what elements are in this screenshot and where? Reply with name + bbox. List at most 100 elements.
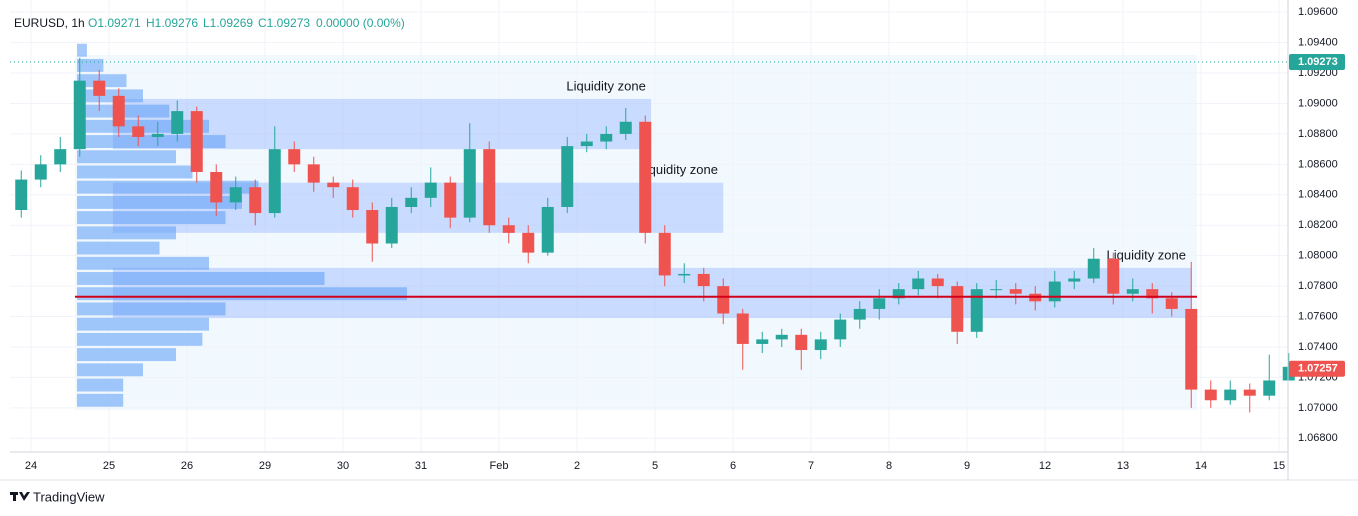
close: C1.09273 xyxy=(258,16,310,30)
candle-body xyxy=(1048,281,1061,302)
candle-body xyxy=(970,289,983,332)
candle-body xyxy=(873,298,886,309)
y-tick-label: 1.09400 xyxy=(1298,37,1338,49)
volume-bar xyxy=(77,241,160,255)
logo xyxy=(10,492,30,501)
candle-body xyxy=(171,111,184,134)
candle-body xyxy=(990,289,1003,291)
candle-body xyxy=(463,149,476,218)
candle-body xyxy=(619,121,632,134)
x-tick-label: 14 xyxy=(1195,460,1207,472)
y-tick-label: 1.07600 xyxy=(1298,310,1338,322)
low: L1.09269 xyxy=(203,16,253,30)
candle-body xyxy=(1243,389,1256,396)
candle-body xyxy=(697,273,710,287)
brand: TradingView xyxy=(33,489,105,504)
candle-body xyxy=(229,187,242,203)
candle-body xyxy=(580,141,593,147)
y-tick-label: 1.07400 xyxy=(1298,341,1338,353)
y-tick-label: 1.09600 xyxy=(1298,6,1338,18)
volume-bar xyxy=(77,43,87,57)
candle-body xyxy=(639,121,652,233)
candle-body xyxy=(385,206,398,244)
volume-bar xyxy=(77,363,143,377)
volume-bar xyxy=(77,165,193,179)
candle-body xyxy=(1068,278,1081,282)
volume-bar xyxy=(77,135,226,149)
y-tick-label: 1.07800 xyxy=(1298,280,1338,292)
y-tick-label: 1.09200 xyxy=(1298,67,1338,79)
candle-body xyxy=(268,149,281,214)
candle-body xyxy=(190,111,203,172)
candle-body xyxy=(1146,289,1159,299)
candle-body xyxy=(307,164,320,183)
x-tick-label: 2 xyxy=(574,460,580,472)
volume-bar xyxy=(77,317,209,331)
volume-bar xyxy=(77,195,242,209)
volume-bar xyxy=(77,226,176,240)
volume-bar xyxy=(77,287,407,301)
x-tick-label: 12 xyxy=(1039,460,1051,472)
symbol: EURUSD, 1h xyxy=(14,16,85,30)
y-tick-label: 1.08400 xyxy=(1298,189,1338,201)
x-tick-label: 29 xyxy=(259,460,271,472)
x-tick-label: 9 xyxy=(964,460,970,472)
candle-body xyxy=(951,286,964,332)
zone-label: Liquidity zone xyxy=(639,162,719,177)
candle-body xyxy=(814,339,827,351)
candle-body xyxy=(327,182,340,188)
candle-body xyxy=(658,232,671,276)
candle-body xyxy=(73,80,86,150)
last-price-badge xyxy=(1289,360,1345,377)
y-tick-label: 1.09000 xyxy=(1298,97,1338,109)
x-tick-label: 8 xyxy=(886,460,892,472)
candle-body xyxy=(424,182,437,198)
candle-body xyxy=(1107,258,1120,294)
candle-body xyxy=(210,171,223,203)
volume-bar xyxy=(77,211,226,225)
volume-bar xyxy=(77,150,176,164)
candle-body xyxy=(1263,380,1276,396)
volume-bar xyxy=(77,89,143,103)
last-price-label: 1.07257 xyxy=(1298,363,1338,375)
change: 0.00000 (0.00%) xyxy=(316,16,405,30)
zone-label: Liquidity zone xyxy=(1107,247,1187,262)
zone-label: Liquidity zone xyxy=(566,78,646,93)
candle-body xyxy=(600,133,613,142)
candle-body xyxy=(444,182,457,218)
candle-body xyxy=(346,187,359,211)
candle-body xyxy=(34,164,47,180)
x-tick-label: 5 xyxy=(652,460,658,472)
y-tick-label: 1.07000 xyxy=(1298,402,1338,414)
candle-body xyxy=(93,80,106,96)
candle-body xyxy=(1009,289,1022,294)
x-tick-label: 25 xyxy=(103,460,115,472)
candle-body xyxy=(1165,298,1178,309)
candle-body xyxy=(892,289,905,299)
profile-range xyxy=(75,55,1197,410)
y-tick-label: 1.08600 xyxy=(1298,158,1338,170)
volume-bar xyxy=(77,302,226,316)
candle-body xyxy=(561,146,574,207)
candle-body xyxy=(15,179,28,211)
volume-bar xyxy=(77,348,176,362)
candle-body xyxy=(288,149,301,165)
volume-bar xyxy=(77,58,104,72)
volume-bar xyxy=(77,74,127,88)
y-tick-label: 1.08000 xyxy=(1298,250,1338,262)
candle-body xyxy=(1224,389,1237,401)
candle-body xyxy=(249,187,262,214)
price-badge xyxy=(1289,53,1345,70)
candle-body xyxy=(756,339,769,344)
price-badge-label: 1.09273 xyxy=(1298,56,1338,68)
candle-body xyxy=(736,313,749,344)
candle-body xyxy=(522,232,535,253)
candle-body xyxy=(912,278,925,290)
y-tick-label: 1.08800 xyxy=(1298,128,1338,140)
volume-bar xyxy=(77,378,124,392)
candle-body xyxy=(678,273,691,276)
volume-bar xyxy=(77,272,325,285)
x-tick-label: 15 xyxy=(1273,460,1285,472)
candle-body xyxy=(717,286,730,314)
candle-body xyxy=(853,308,866,320)
